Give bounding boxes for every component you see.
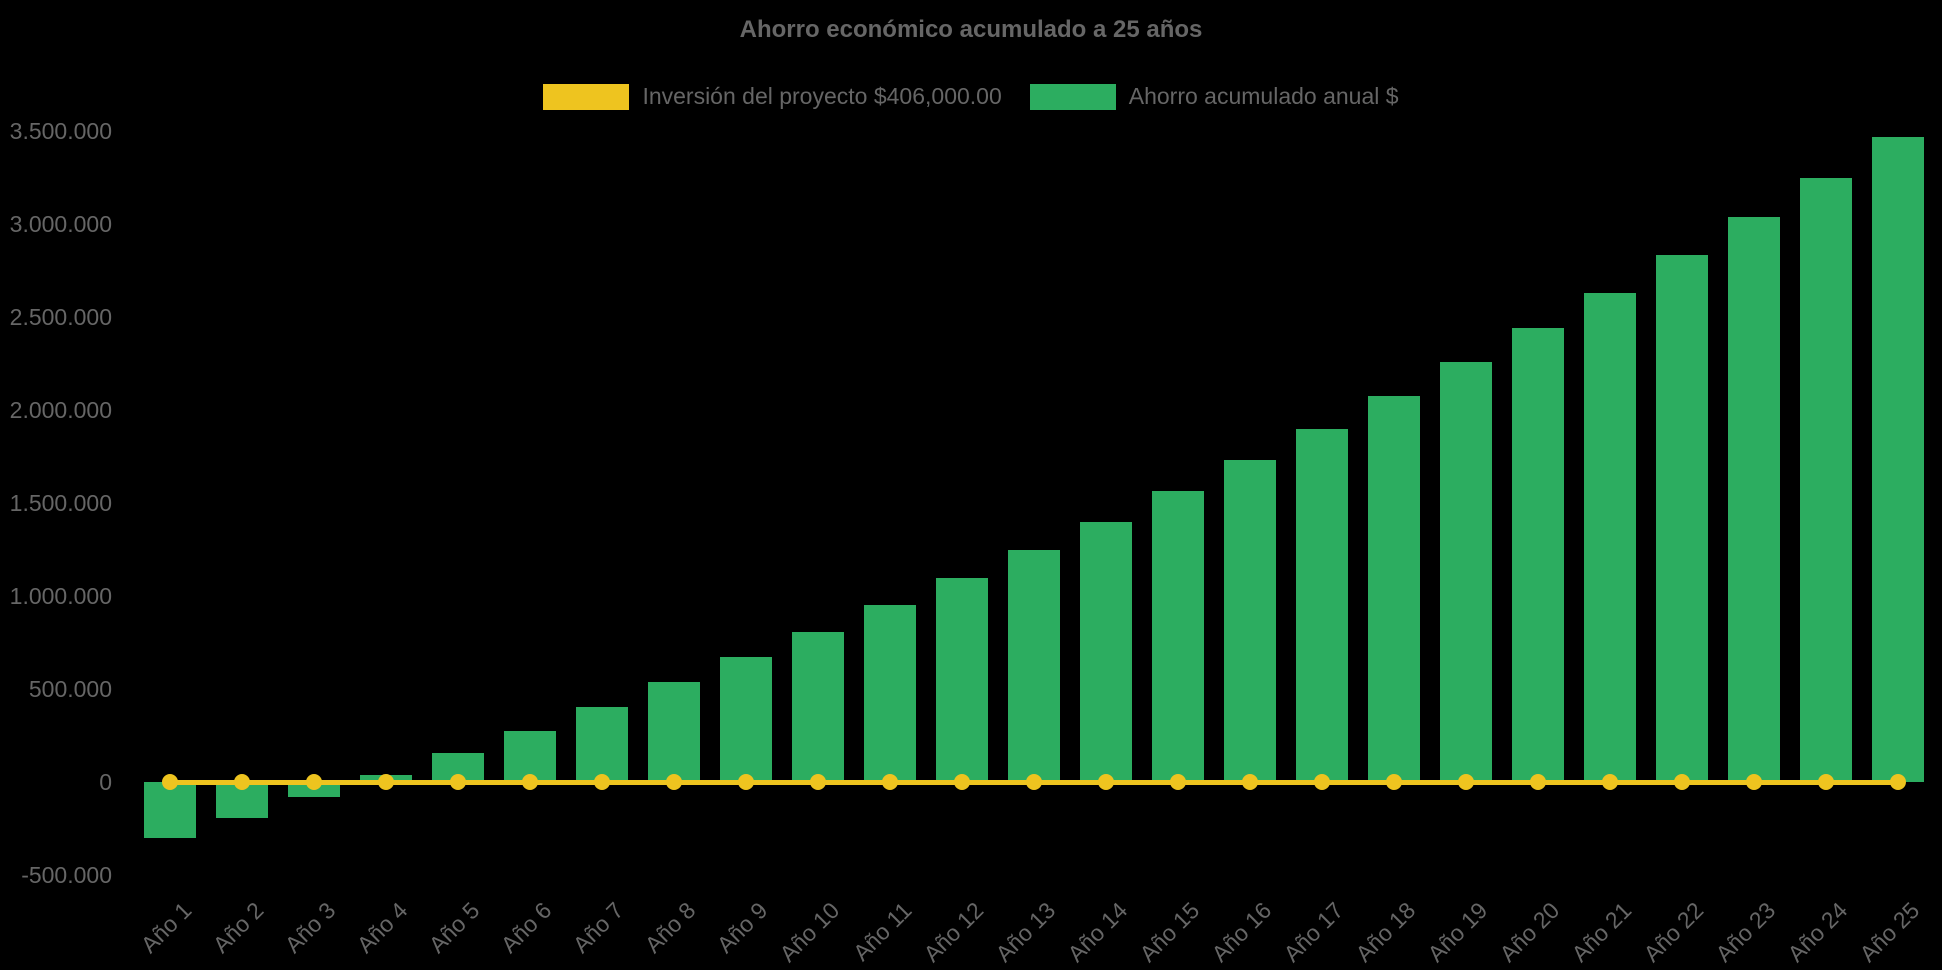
investment-point-ano-5[interactable]: [450, 774, 466, 790]
x-tick-label-ano-8: Año 8: [639, 897, 701, 958]
savings-bar-ano-14[interactable]: [1080, 521, 1132, 782]
investment-point-ano-16[interactable]: [1242, 774, 1258, 790]
x-tick-label-ano-11: Año 11: [847, 897, 917, 966]
legend-item-savings[interactable]: Ahorro acumulado anual $: [1029, 83, 1399, 110]
y-tick-label: 3.500.000: [9, 118, 112, 144]
savings-bar-ano-15[interactable]: [1152, 490, 1204, 782]
x-tick-label-ano-4: Año 4: [351, 897, 413, 958]
y-tick-label: 2.500.000: [9, 304, 112, 330]
x-tick-label-ano-10: Año 10: [774, 897, 845, 967]
savings-bar-ano-19[interactable]: [1440, 361, 1492, 782]
legend-label: Ahorro acumulado anual $: [1128, 83, 1399, 109]
investment-legend-swatch: [543, 83, 630, 110]
investment-point-ano-24[interactable]: [1818, 774, 1834, 790]
investment-point-ano-25[interactable]: [1890, 774, 1906, 790]
x-tick-label-ano-5: Año 5: [423, 897, 485, 958]
x-tick-label-ano-23: Año 23: [1710, 897, 1781, 967]
y-tick-label: 3.000.000: [9, 211, 112, 237]
savings-bar-ano-17[interactable]: [1296, 428, 1348, 782]
investment-point-ano-6[interactable]: [522, 774, 538, 790]
x-tick-label-ano-18: Año 18: [1350, 897, 1421, 967]
x-tick-label-ano-9: Año 9: [711, 897, 773, 958]
x-tick-label-ano-13: Año 13: [990, 897, 1061, 967]
investment-point-ano-20[interactable]: [1530, 774, 1546, 790]
investment-point-ano-13[interactable]: [1026, 774, 1042, 790]
investment-point-ano-23[interactable]: [1746, 774, 1762, 790]
savings-bar-ano-13[interactable]: [1008, 550, 1060, 782]
y-tick-label: 500.000: [28, 676, 112, 702]
savings-bar-ano-6[interactable]: [504, 730, 556, 782]
x-tick-label-ano-21: Año 21: [1566, 897, 1637, 967]
savings-bar-ano-11[interactable]: [864, 605, 916, 782]
investment-point-ano-10[interactable]: [810, 774, 826, 790]
investment-point-ano-9[interactable]: [738, 774, 754, 790]
savings-bar-ano-25[interactable]: [1872, 136, 1924, 782]
x-tick-label-ano-19: Año 19: [1422, 897, 1493, 967]
savings-bar-ano-16[interactable]: [1224, 460, 1276, 782]
investment-point-ano-2[interactable]: [234, 774, 250, 790]
x-tick-label-ano-2: Año 2: [207, 897, 269, 958]
y-tick-label: 2.000.000: [9, 397, 112, 423]
savings-bar-ano-1[interactable]: [144, 782, 196, 838]
legend-label: Inversión del proyecto $406,000.00: [642, 83, 1002, 109]
savings-bar-ano-22[interactable]: [1656, 254, 1708, 782]
x-tick-label-ano-6: Año 6: [495, 897, 557, 958]
savings-bar-ano-7[interactable]: [576, 706, 628, 782]
investment-point-ano-21[interactable]: [1602, 774, 1618, 790]
investment-point-ano-18[interactable]: [1386, 774, 1402, 790]
investment-point-ano-11[interactable]: [882, 774, 898, 790]
x-tick-label-ano-17: Año 17: [1278, 897, 1349, 967]
investment-point-ano-15[interactable]: [1170, 774, 1186, 790]
y-tick-label: 1.000.000: [9, 583, 112, 609]
investment-point-ano-1[interactable]: [162, 774, 178, 790]
x-tick-label-ano-16: Año 16: [1206, 897, 1277, 967]
x-tick-label-ano-22: Año 22: [1638, 897, 1709, 967]
x-tick-label-ano-14: Año 14: [1062, 897, 1133, 967]
investment-point-ano-17[interactable]: [1314, 774, 1330, 790]
y-tick-label: 0: [99, 769, 112, 795]
investment-point-ano-12[interactable]: [954, 774, 970, 790]
savings-bar-ano-21[interactable]: [1584, 292, 1636, 782]
x-tick-label-ano-3: Año 3: [279, 897, 341, 958]
investment-point-ano-22[interactable]: [1674, 774, 1690, 790]
x-tick-label-ano-24: Año 24: [1782, 897, 1853, 967]
investment-point-ano-3[interactable]: [306, 774, 322, 790]
savings-bar-ano-23[interactable]: [1728, 216, 1780, 782]
y-tick-label: 1.500.000: [9, 490, 112, 516]
savings-bar-ano-24[interactable]: [1800, 177, 1852, 782]
x-tick-label-ano-25: Año 25: [1854, 897, 1925, 967]
plot-area: Año 1 Año 2 Año 3 Año 4 Año 5 Año 6 Año 7 Año 8…: [134, 0, 1934, 970]
investment-point-ano-8[interactable]: [666, 774, 682, 790]
savings-legend-swatch: [1029, 83, 1116, 110]
investment-point-ano-14[interactable]: [1098, 774, 1114, 790]
legend-item-investment[interactable]: Inversión del proyecto $406,000.00: [543, 83, 1002, 110]
x-tick-label-ano-12: Año 12: [918, 897, 989, 967]
savings-bar-ano-8[interactable]: [648, 681, 700, 782]
chart-legend: Inversión del proyecto $406,000.00 Ahorro…: [0, 83, 1942, 110]
x-tick-label-ano-15: Año 15: [1134, 897, 1205, 967]
y-tick-label: -500.000: [21, 862, 112, 888]
chart-title: Ahorro económico acumulado a 25 años: [739, 16, 1203, 43]
x-tick-label-ano-1: Año 1: [135, 897, 197, 958]
savings-bar-ano-20[interactable]: [1512, 328, 1564, 782]
investment-point-ano-19[interactable]: [1458, 774, 1474, 790]
savings-bar-ano-18[interactable]: [1368, 396, 1420, 782]
savings-bar-ano-10[interactable]: [792, 632, 844, 782]
savings-bar-ano-12[interactable]: [936, 578, 988, 782]
x-tick-label-ano-20: Año 20: [1494, 897, 1565, 967]
savings-bar-ano-9[interactable]: [720, 657, 772, 782]
investment-point-ano-7[interactable]: [594, 774, 610, 790]
investment-point-ano-4[interactable]: [378, 774, 394, 790]
x-tick-label-ano-7: Año 7: [567, 897, 629, 958]
